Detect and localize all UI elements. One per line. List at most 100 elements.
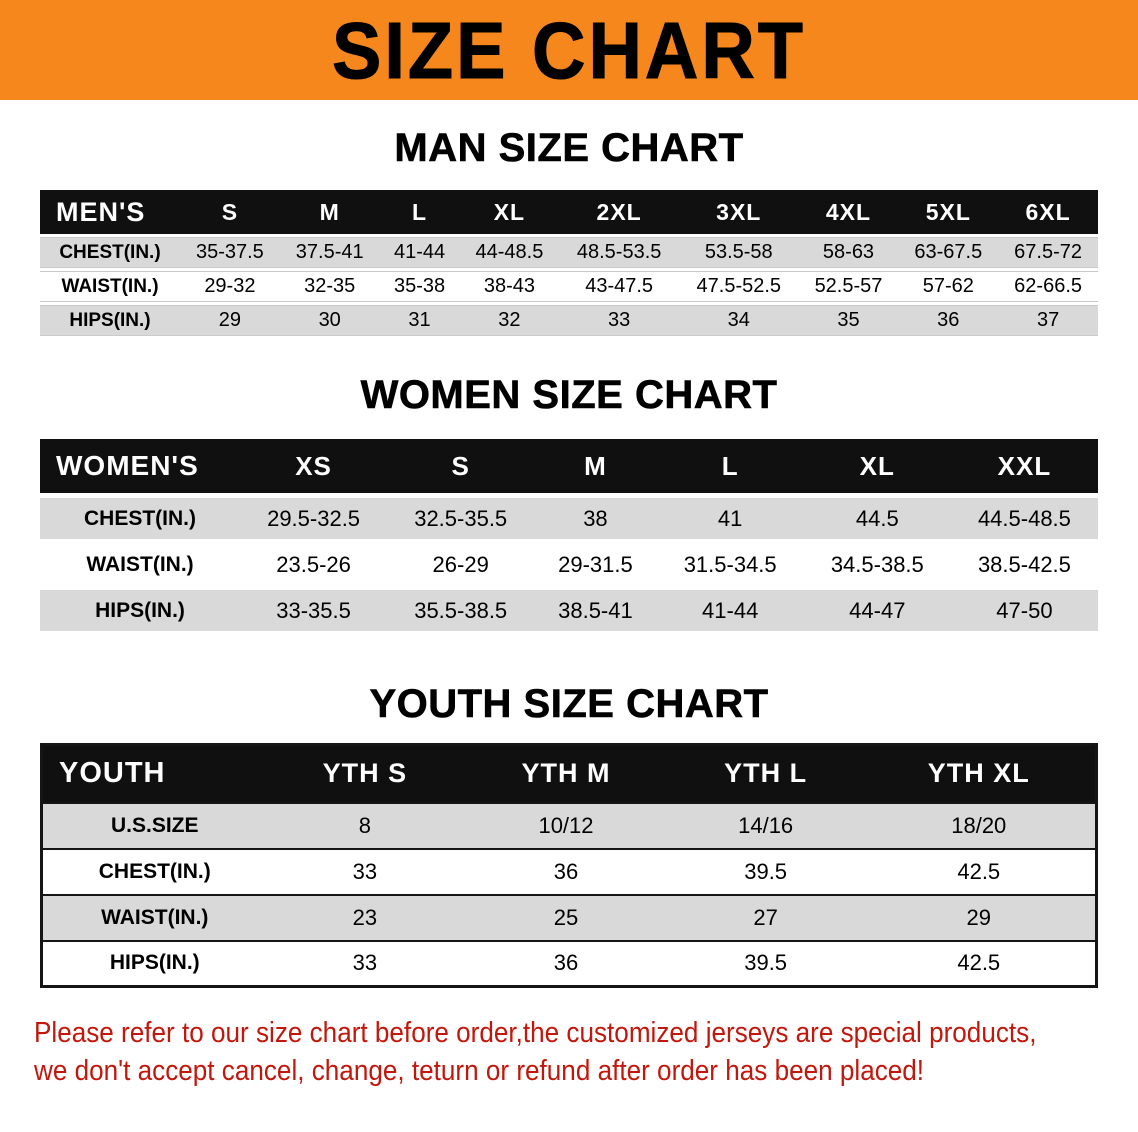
- youth-size-section: YOUTH SIZE CHART YOUTH YTH S YTH M YTH L YTH…: [0, 682, 1138, 988]
- disclaimer-line-2: we don't accept cancel, change, teturn o…: [34, 1055, 925, 1087]
- size-column-header: M: [279, 190, 380, 234]
- size-value-cell: 27: [668, 893, 863, 941]
- size-value-cell: 44-47: [803, 590, 951, 631]
- size-value-cell: 38-43: [459, 271, 560, 302]
- size-value-cell: 42.5: [862, 939, 1097, 987]
- table-row: HIPS(IN.) 33 36 39.5 42.5: [41, 939, 1097, 987]
- table-row: CHEST(IN.) 29.5-32.5 32.5-35.5 38 41 44.5 44.5…: [40, 498, 1098, 539]
- size-column-header: YTH L: [668, 744, 863, 803]
- size-value-cell: 41-44: [656, 590, 804, 631]
- size-value-cell: 44.5-48.5: [950, 498, 1098, 539]
- size-value-cell: 23: [266, 893, 464, 941]
- size-value-cell: 35-37.5: [180, 237, 280, 268]
- table-row: CHEST(IN.) 33 36 39.5 42.5: [41, 847, 1097, 895]
- size-column-header: 3XL: [678, 190, 799, 234]
- size-value-cell: 23.5-26: [276, 551, 351, 577]
- size-column-header: L: [379, 190, 460, 234]
- size-value-cell: 33: [559, 305, 679, 336]
- table-title-cell: YOUTH: [41, 744, 267, 803]
- table-row: CHEST(IN.) 35-37.5 37.5-41 41-44 44-48.5 48.5…: [40, 237, 1098, 268]
- size-column-header: S: [387, 439, 535, 493]
- size-value-cell: 47-50: [950, 590, 1098, 631]
- row-label-cell: CHEST(IN.): [41, 847, 267, 895]
- size-value-cell: 39.5: [668, 939, 863, 987]
- disclaimer: Please refer to our size chart before or…: [34, 1014, 1138, 1090]
- row-label-cell: HIPS(IN.): [40, 305, 180, 336]
- size-value-cell: 57-62: [898, 271, 999, 302]
- size-column-header: L: [656, 439, 804, 493]
- page-title: SIZE CHART: [332, 5, 806, 96]
- size-value-cell: 52.5-57: [798, 271, 899, 302]
- size-column-header: YTH XL: [862, 744, 1097, 803]
- table-row: WAIST(IN.) 23 25 27 29: [41, 893, 1097, 941]
- size-column-header: 5XL: [898, 190, 999, 234]
- size-value-cell: 62-66.5: [998, 271, 1098, 302]
- size-value-cell: 29: [862, 893, 1097, 941]
- size-value-cell: 48.5-53.5: [559, 237, 679, 268]
- women-section-heading: WOMEN SIZE CHART: [360, 373, 778, 418]
- size-value-cell: 36: [898, 305, 999, 336]
- size-value-cell: 67.5-72: [998, 237, 1098, 268]
- size-value-cell: 43-47.5: [559, 271, 679, 302]
- size-column-header: XS: [240, 439, 388, 493]
- size-column-header: XXL: [950, 439, 1098, 493]
- table-header-row: WOMEN'S XS S M L XL XXL: [40, 439, 1098, 493]
- size-value-cell: 29: [180, 305, 280, 336]
- size-value-cell: 32: [459, 305, 560, 336]
- row-label-cell: U.S.SIZE: [41, 801, 267, 849]
- size-value-cell: 29.5-32.5: [240, 498, 388, 539]
- size-value-cell: 41: [656, 498, 804, 539]
- women-size-table: WOMEN'S XS S M L XL XXL CHEST(IN.) 29.5-32.5 32.5…: [40, 434, 1098, 636]
- row-label-cell: CHEST(IN.): [40, 237, 180, 268]
- size-column-header: 6XL: [998, 190, 1098, 234]
- size-column-header: XL: [803, 439, 951, 493]
- size-value-cell: 39.5: [668, 847, 863, 895]
- size-value-cell: 42.5: [862, 847, 1097, 895]
- table-row: U.S.SIZE 8 10/12 14/16 18/20: [41, 801, 1097, 849]
- size-value-cell: 33: [266, 939, 464, 987]
- men-size-table: MEN'S S M L XL 2XL 3XL 4XL 5XL 6XL CHEST(IN.) 35-37…: [40, 187, 1098, 339]
- size-value-cell: 25: [463, 893, 669, 941]
- size-value-cell: 14/16: [668, 801, 863, 849]
- size-column-header: XL: [459, 190, 560, 234]
- table-row: WAIST(IN.) 29-32 32-35 35-38 38-43 43-47.5 47.…: [40, 271, 1098, 302]
- size-value-cell: 44-48.5: [459, 237, 560, 268]
- size-chart-banner: SIZE CHART: [0, 0, 1138, 100]
- row-label-cell: WAIST(IN.): [41, 893, 267, 941]
- size-value-cell: 33: [266, 847, 464, 895]
- size-value-cell: 26-29: [432, 551, 489, 577]
- size-value-cell: 41-44: [379, 237, 460, 268]
- content: MAN SIZE CHART MEN'S S M L XL 2XL 3XL 4XL 5XL 6XL…: [0, 126, 1138, 988]
- size-value-cell: 35-38: [379, 271, 460, 302]
- row-label-cell: WAIST(IN.): [40, 271, 180, 302]
- women-size-section: WOMEN SIZE CHART WOMEN'S XS S M L XL XXL CHEST(…: [0, 373, 1138, 636]
- table-header-row: YOUTH YTH S YTH M YTH L YTH XL: [41, 744, 1097, 803]
- table-row: HIPS(IN.) 29 30 31 32 33 34 35 36 37: [40, 305, 1098, 336]
- size-value-cell: 47.5-52.5: [678, 271, 799, 302]
- men-size-section: MAN SIZE CHART MEN'S S M L XL 2XL 3XL 4XL 5XL 6XL…: [0, 126, 1138, 339]
- table-row: WAIST(IN.) 23.5-26 26-29 29-31.5 31.5-34.5 34…: [40, 544, 1098, 585]
- size-value-cell: 18/20: [862, 801, 1097, 849]
- size-value-cell: 10/12: [463, 801, 669, 849]
- size-value-cell: 34.5-38.5: [830, 551, 924, 577]
- size-column-header: 4XL: [798, 190, 899, 234]
- size-chart-page: SIZE CHART MAN SIZE CHART MEN'S S M L XL 2XL 3…: [0, 0, 1138, 1090]
- size-value-cell: 37: [998, 305, 1098, 336]
- size-value-cell: 63-67.5: [898, 237, 999, 268]
- size-value-cell: 31.5-34.5: [683, 551, 777, 577]
- size-value-cell: 37.5-41: [279, 237, 380, 268]
- disclaimer-line-1: Please refer to our size chart before or…: [34, 1017, 1037, 1049]
- size-value-cell: 35: [798, 305, 899, 336]
- size-value-cell: 58-63: [798, 237, 899, 268]
- table-header-row: MEN'S S M L XL 2XL 3XL 4XL 5XL 6XL: [40, 190, 1098, 234]
- row-label-cell: HIPS(IN.): [41, 939, 267, 987]
- size-value-cell: 35.5-38.5: [387, 590, 535, 631]
- size-value-cell: 32.5-35.5: [387, 498, 535, 539]
- size-column-header: YTH M: [463, 744, 669, 803]
- size-column-header: S: [180, 190, 280, 234]
- size-column-header: 2XL: [559, 190, 679, 234]
- size-value-cell: 36: [463, 939, 669, 987]
- size-value-cell: 29-32: [180, 271, 280, 302]
- table-title-cell: WOMEN'S: [40, 439, 240, 493]
- size-column-header: YTH S: [266, 744, 464, 803]
